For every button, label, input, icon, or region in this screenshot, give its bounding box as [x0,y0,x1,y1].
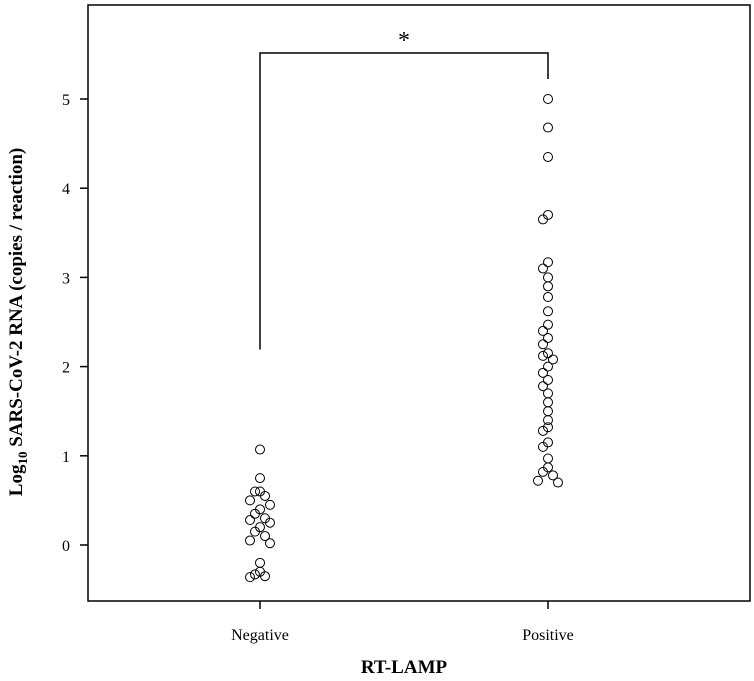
data-point-negative [260,490,270,501]
data-point-positive [543,406,553,417]
data-point-positive [543,319,553,330]
data-point-positive [538,339,548,350]
data-point-negative [265,538,275,549]
y-axis-title: Log10 SARS-CoV-2 RNA (copies / reaction) [6,148,30,496]
data-point-positive [543,374,553,385]
data-point-positive [538,263,548,274]
data-point-negative [260,531,270,542]
data-point-positive [548,470,558,481]
data-point-negative [260,571,270,582]
data-point-negative [245,572,255,583]
data-point-negative [245,515,255,526]
y-tick-label: 4 [62,181,70,198]
data-point-positive [543,333,553,344]
y-axis-title-main: Log [6,464,27,496]
data-point-negative [245,495,255,506]
data-point-positive [543,422,553,433]
data-point-negative [265,517,275,528]
data-point-positive [543,453,553,464]
data-point-positive [538,325,548,336]
data-point-positive [538,441,548,452]
data-point-negative [255,473,265,484]
bracket-line [259,52,549,350]
data-point-negative [250,508,260,519]
data-point-positive [548,354,558,365]
data-point-positive [543,94,553,104]
data-point-negative [250,569,260,580]
x-tick-label-negative: Negative [231,627,289,644]
data-point-negative [250,526,260,537]
data-point-positive [543,292,553,303]
y-tick-label: 0 [62,538,70,555]
data-point-positive [543,361,553,372]
plot-frame [87,4,751,602]
y-axis-title-subscript: 10 [15,452,30,465]
data-point-positive [543,348,553,359]
data-point-negative [255,444,265,455]
points-layer [245,94,563,583]
data-point-positive [543,272,553,283]
x-axis-title: RT-LAMP [361,657,448,678]
data-point-positive [553,477,563,488]
data-point-positive [543,257,553,268]
ticks-layer: 0 1 2 3 4 5 Negative Positive [62,92,574,644]
data-point-positive [543,281,553,292]
data-point-positive [538,350,548,361]
data-point-positive [543,415,553,426]
x-tick-label-positive: Positive [522,627,574,644]
data-point-positive [543,388,553,399]
y-tick-label: 1 [62,449,70,466]
data-point-positive [538,367,548,378]
y-tick-label: 2 [62,360,70,377]
data-point-positive [543,122,553,133]
data-point-negative [265,499,275,510]
y-tick-label: 3 [62,270,70,287]
data-point-positive [538,466,548,477]
data-point-negative [245,535,255,546]
data-point-positive [543,397,553,408]
data-point-positive [543,151,553,162]
y-axis-title-rest: SARS-CoV-2 RNA (copies / reaction) [6,148,27,452]
significance-label: * [398,28,410,54]
data-point-positive [533,475,543,486]
significance-bracket: * [259,28,549,350]
data-point-negative [250,486,260,497]
data-point-positive [538,381,548,392]
data-point-negative [255,557,265,568]
y-tick-label: 5 [62,92,70,109]
data-point-positive [543,306,553,317]
data-point-positive [538,425,548,436]
data-point-positive [538,214,548,225]
